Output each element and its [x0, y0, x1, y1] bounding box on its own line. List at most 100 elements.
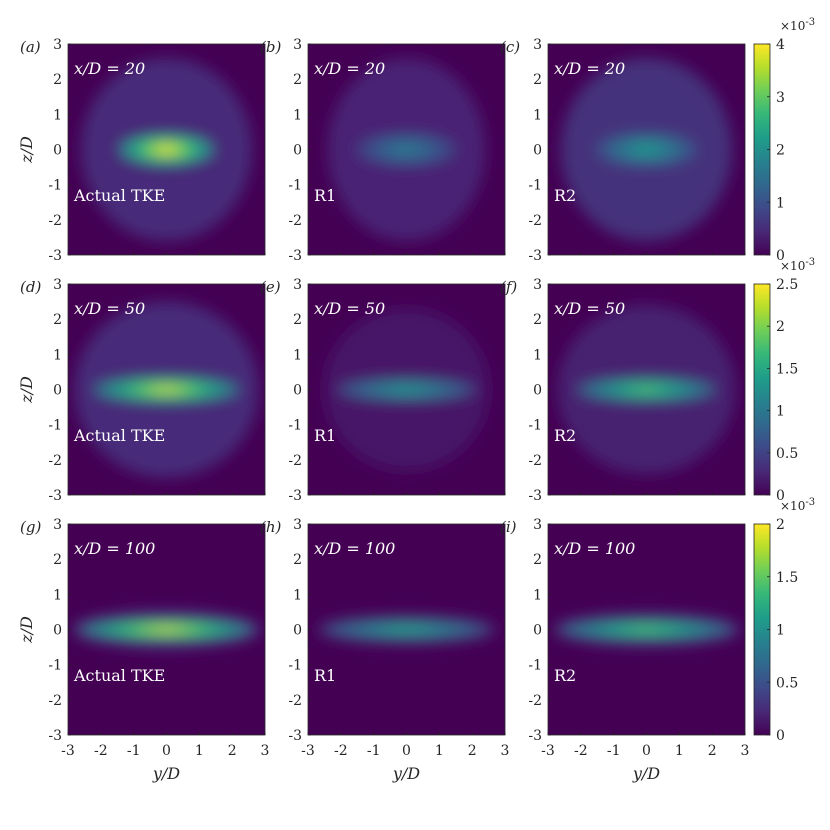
y-tick-label: 2 — [533, 72, 542, 88]
colorbar — [753, 283, 771, 496]
y-tick-label: 0 — [293, 383, 302, 399]
y-tick-label: 2 — [293, 312, 302, 328]
x-tick-label: 0 — [162, 743, 171, 759]
panel-annotation: x/D = 50 — [314, 299, 385, 318]
colorbar-row-1: 0 1 2 3 4 ×10-3 — [753, 17, 815, 264]
y-tick-label: 0 — [293, 623, 302, 639]
colorbar-group: 01234×10-300.511.522.5×10-300.511.52×10-… — [753, 17, 815, 744]
case-label: Actual TKE — [73, 186, 165, 205]
y-tick-label: 3 — [533, 37, 542, 53]
y-tick-label: -1 — [528, 418, 542, 434]
y-tick-label: 3 — [293, 37, 302, 53]
heatmap-contour — [156, 387, 177, 392]
panel-label: (a) — [20, 38, 41, 56]
heatmap-contour — [634, 628, 659, 631]
y-tick-label: 0 — [533, 383, 542, 399]
panel-label: (e) — [260, 278, 281, 296]
y-tick-label: 2 — [53, 312, 62, 328]
colorbar-tick-label: 2 — [776, 319, 785, 335]
x-tick-label: -1 — [607, 743, 621, 759]
y-tick-label: 1 — [53, 347, 62, 363]
y-tick-label: 1 — [293, 107, 302, 123]
panel-g: -3 -2 -1 0 1 2 3 -3 -2 -1 0 1 2 3 (g) z/D y/D x/D = 100 Ac… — [17, 517, 269, 783]
case-label: R1 — [314, 426, 336, 445]
y-tick-label: -2 — [288, 693, 302, 709]
x-tick-label: -1 — [127, 743, 141, 759]
panel-label: (g) — [20, 518, 41, 536]
panel-label: (i) — [500, 518, 517, 536]
heatmap-field — [68, 44, 265, 255]
colorbar-exponent: ×10-3 — [780, 17, 815, 33]
colorbar-tick-label: 2.5 — [776, 277, 798, 293]
colorbar-tick-label: 0 — [776, 728, 785, 744]
colorbar-tick-label: 1.5 — [776, 570, 798, 586]
panel-a: -3 -2 -1 0 1 2 3 (a) z/D x/D = 20 Actual TKE — [17, 37, 266, 264]
y-tick-label: 2 — [533, 552, 542, 568]
y-tick-label: 1 — [533, 347, 542, 363]
y-tick-label: 1 — [53, 107, 62, 123]
x-tick-label: -1 — [367, 743, 381, 759]
x-tick-label: -3 — [61, 743, 75, 759]
panel-grid: -3 -2 -1 0 1 2 3 (a) z/D x/D = 20 Actual TKE -3 -2 -1… — [17, 37, 749, 783]
heatmap-field — [308, 44, 505, 255]
heatmap-contour — [154, 628, 179, 631]
heatmap-field — [68, 284, 265, 495]
colorbar-tick-label: 1 — [776, 404, 785, 420]
x-axis-label: y/D — [632, 764, 660, 783]
panel-annotation: x/D = 50 — [554, 299, 625, 318]
y-tick-label: -2 — [48, 453, 62, 469]
heatmap-field — [548, 284, 745, 495]
y-tick-label: 0 — [53, 623, 62, 639]
y-tick-label: 3 — [53, 37, 62, 53]
colorbar-row-3: 0 0.5 1 1.5 2 ×10-3 — [753, 497, 815, 744]
panel-e: -3 -2 -1 0 1 2 3 (e) x/D = 50 R1 — [260, 277, 506, 504]
y-tick-label: 3 — [533, 277, 542, 293]
y-tick-label: 1 — [53, 587, 62, 603]
y-tick-label: -2 — [528, 693, 542, 709]
x-axis-label: y/D — [152, 764, 180, 783]
panel-d: -3 -2 -1 0 1 2 3 (d) z/D x/D = 50 Actual TKE — [17, 277, 266, 504]
y-tick-label: -3 — [288, 728, 302, 744]
y-tick-label: -3 — [528, 248, 542, 264]
y-tick-label: -2 — [48, 693, 62, 709]
y-tick-label: -1 — [48, 658, 62, 674]
y-tick-label: 3 — [53, 277, 62, 293]
colorbar-tick-label: 3 — [776, 90, 785, 106]
y-tick-label: -2 — [528, 213, 542, 229]
panel-annotation: x/D = 50 — [74, 299, 145, 318]
colorbar-tick-label: 1 — [776, 195, 785, 211]
x-axis-label: y/D — [392, 764, 420, 783]
y-tick-label: 3 — [53, 517, 62, 533]
heatmap-field — [308, 524, 505, 735]
colorbar-tick-label: 1 — [776, 623, 785, 639]
y-tick-label: -2 — [288, 213, 302, 229]
colorbar-tick-label: 0 — [776, 248, 785, 264]
heatmap-contour — [396, 387, 417, 392]
colorbar-tick-label: 0.5 — [776, 446, 798, 462]
y-axis-label: z/D — [17, 376, 36, 404]
colorbar-tick-label: 4 — [776, 37, 785, 53]
y-tick-label: -3 — [48, 488, 62, 504]
y-tick-label: 1 — [533, 587, 542, 603]
y-tick-label: 2 — [53, 72, 62, 88]
y-tick-label: 1 — [533, 107, 542, 123]
y-tick-label: 2 — [53, 552, 62, 568]
x-tick-label: 2 — [708, 743, 717, 759]
panel-label: (b) — [260, 38, 281, 56]
heatmap-field — [68, 524, 265, 735]
colorbar-tick-label: 2 — [776, 517, 785, 533]
colorbar-tick-label: 0 — [776, 488, 785, 504]
x-tick-label: 1 — [435, 743, 444, 759]
heatmap-contour — [636, 387, 657, 392]
y-tick-label: 0 — [53, 143, 62, 159]
heatmap-field — [548, 524, 745, 735]
case-label: R2 — [554, 186, 576, 205]
x-tick-label: 3 — [261, 743, 270, 759]
case-label: R2 — [554, 426, 576, 445]
case-label: Actual TKE — [73, 666, 165, 685]
case-label: R1 — [314, 666, 336, 685]
y-tick-label: -2 — [288, 453, 302, 469]
y-tick-label: -1 — [48, 178, 62, 194]
panel-annotation: x/D = 100 — [554, 539, 635, 558]
